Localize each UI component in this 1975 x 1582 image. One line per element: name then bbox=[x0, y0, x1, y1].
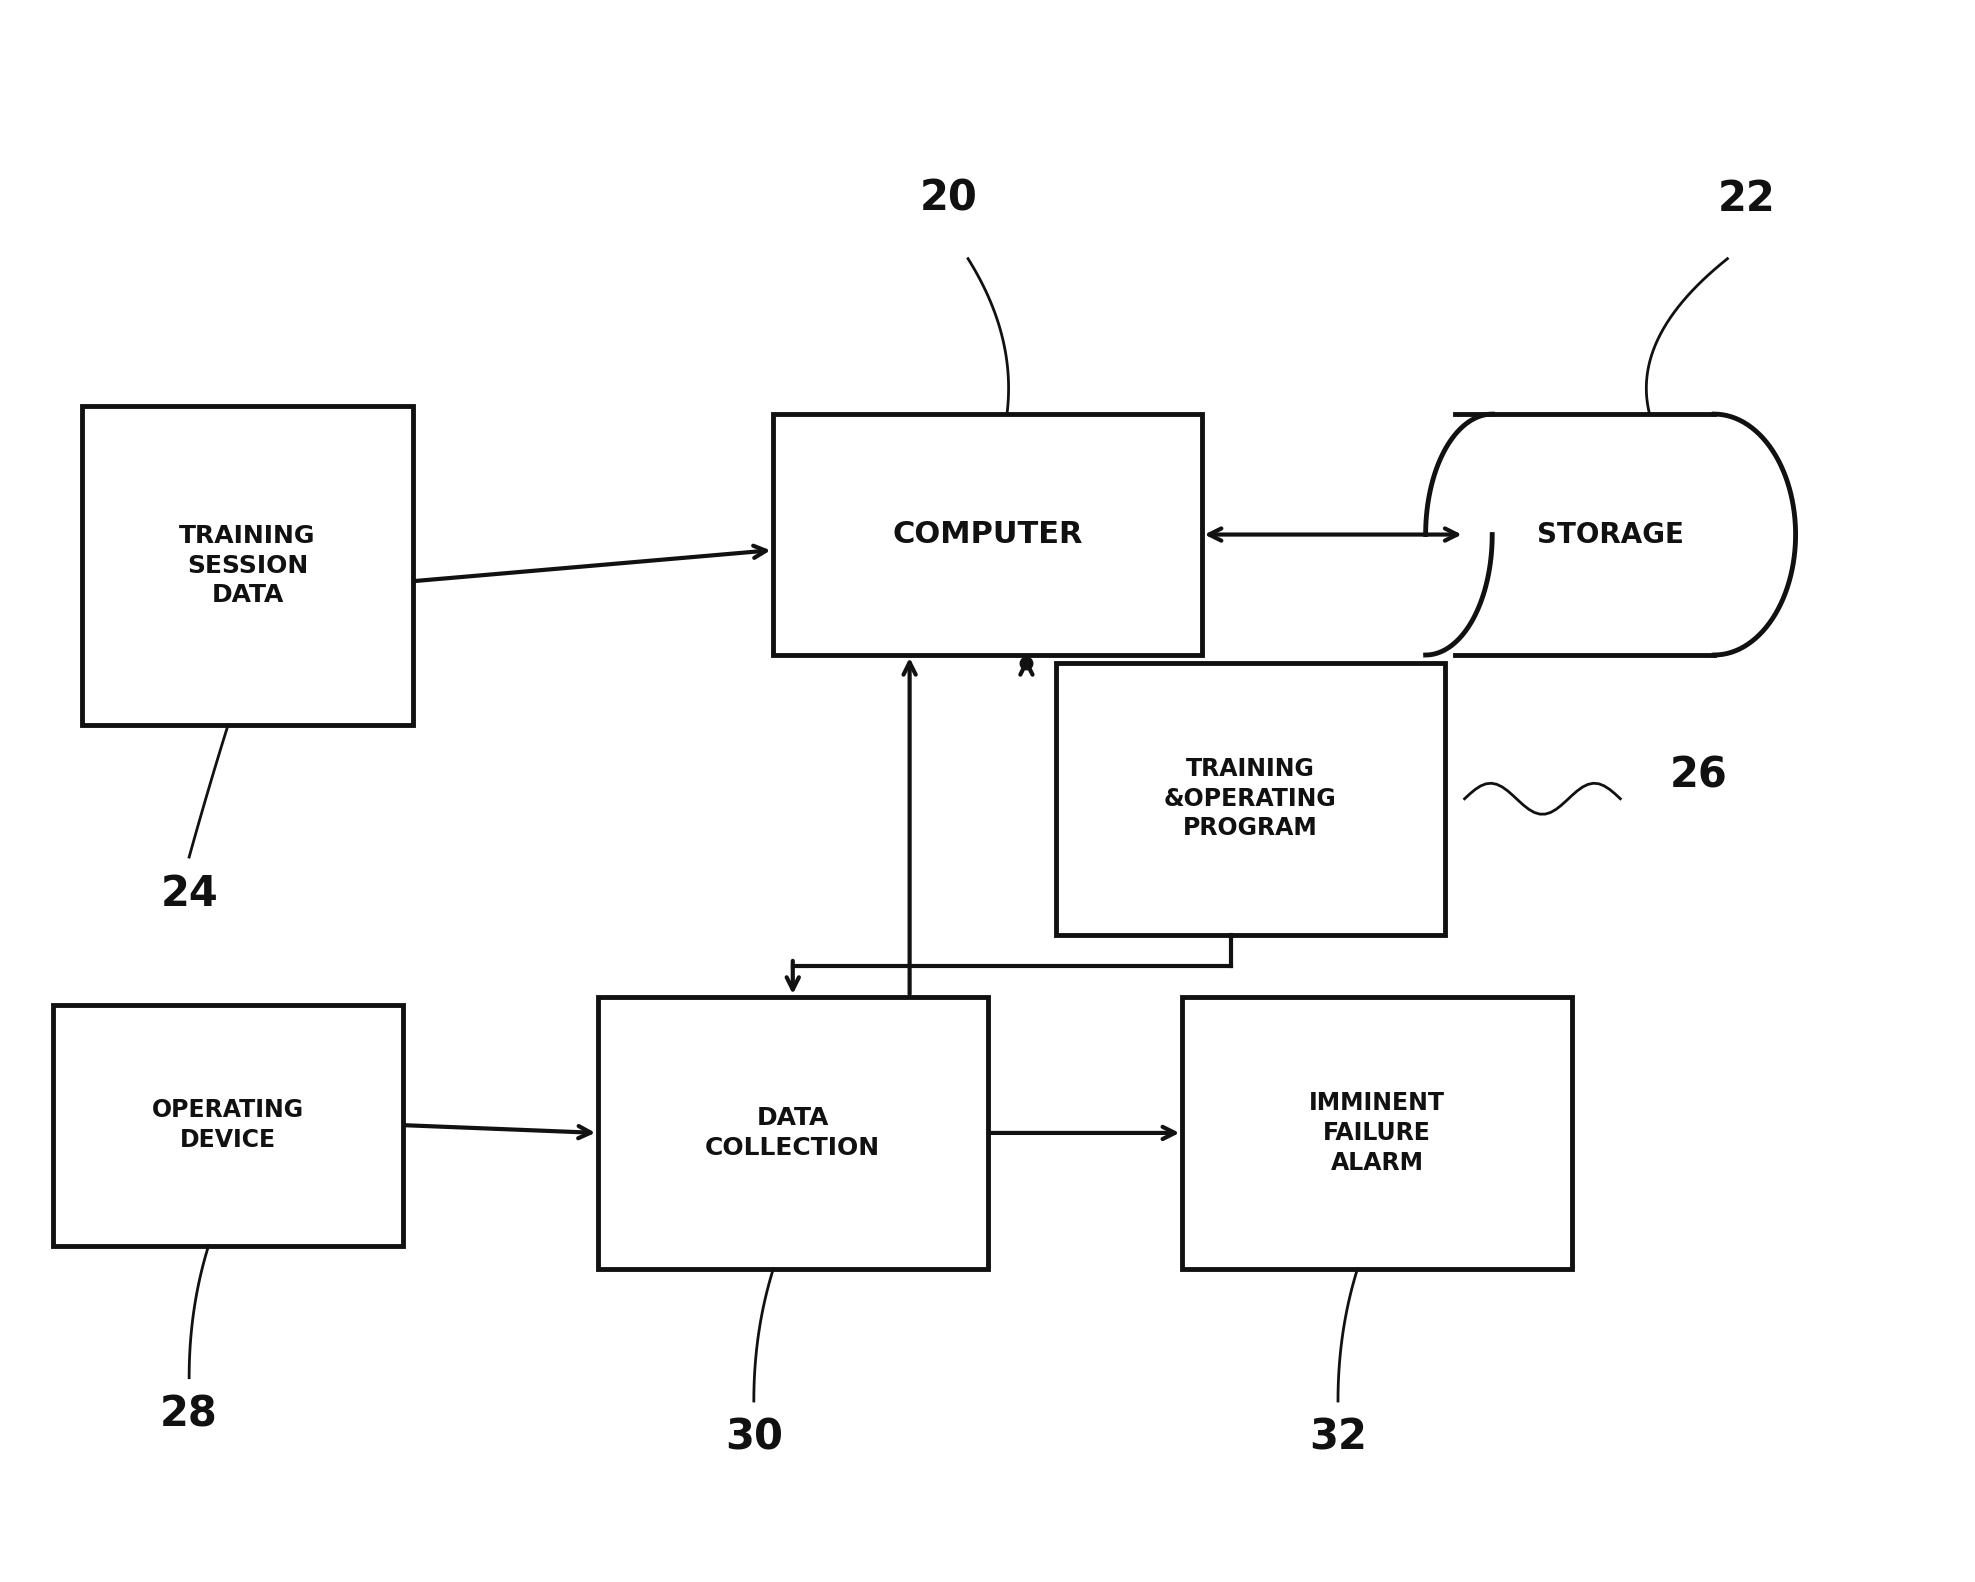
Bar bbox=[53, 1005, 403, 1245]
Text: 32: 32 bbox=[1309, 1416, 1367, 1459]
Text: 20: 20 bbox=[920, 177, 978, 220]
Bar bbox=[83, 407, 413, 725]
Text: TRAINING
&OPERATING
PROGRAM: TRAINING &OPERATING PROGRAM bbox=[1163, 758, 1337, 840]
Bar bbox=[774, 414, 1201, 655]
Text: OPERATING
DEVICE: OPERATING DEVICE bbox=[152, 1098, 304, 1152]
Text: 24: 24 bbox=[160, 873, 217, 914]
Text: DATA
COLLECTION: DATA COLLECTION bbox=[705, 1106, 881, 1160]
Text: IMMINENT
FAILURE
ALARM: IMMINENT FAILURE ALARM bbox=[1309, 1092, 1446, 1174]
Bar bbox=[1183, 997, 1572, 1269]
Text: 30: 30 bbox=[725, 1416, 782, 1459]
Text: 28: 28 bbox=[160, 1394, 217, 1435]
Text: COMPUTER: COMPUTER bbox=[893, 520, 1082, 549]
Bar bbox=[598, 997, 988, 1269]
Text: 22: 22 bbox=[1718, 177, 1776, 220]
Text: STORAGE: STORAGE bbox=[1537, 520, 1685, 549]
Bar bbox=[1057, 663, 1446, 935]
Text: TRAINING
SESSION
DATA: TRAINING SESSION DATA bbox=[180, 524, 316, 607]
Text: 26: 26 bbox=[1669, 755, 1728, 796]
